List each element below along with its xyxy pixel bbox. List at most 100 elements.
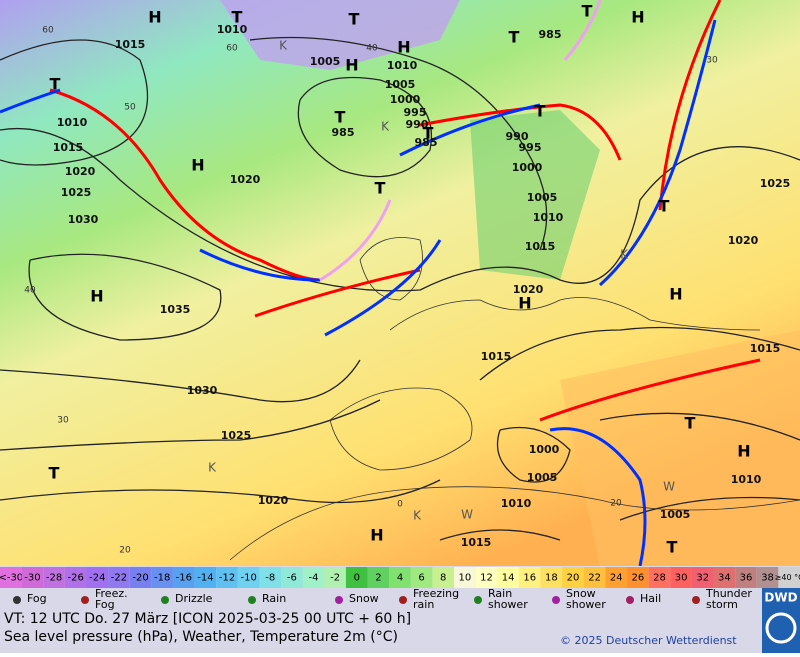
pressure-system: H [191,156,204,175]
pressure-system: H [397,38,410,57]
colorbar-cell [108,567,130,588]
temperature-label: 0 [397,500,403,510]
colorbar-label: -24 [89,573,105,584]
pressure-system: W [663,480,675,494]
legend-label: Freez. [95,587,128,600]
colorbar-cell [0,567,22,588]
pressure-label: 1020 [513,283,544,296]
pressure-system: H [631,8,644,27]
colorbar-label: 8 [440,573,446,584]
valid-time: VT: 12 UTC Do. 27 März [ICON 2025-03-25 … [4,611,411,627]
colorbar-cell [778,567,800,588]
colorbar-label: -4 [309,573,319,584]
temperature-label: 50 [124,103,136,113]
pressure-label: 1010 [731,473,762,486]
colorbar-cell [605,567,628,588]
legend-label: Snow [566,587,596,600]
pressure-label: 1010 [217,23,248,36]
pressure-label: 1025 [760,177,791,190]
warm-front [49,88,321,282]
pressure-system: H [518,294,531,313]
colorbar-label: -12 [219,573,235,584]
colorbar-cell [410,567,433,588]
pressure-label: 1025 [221,429,252,442]
colorbar-label: 24 [610,573,623,584]
pressure-label: 1005 [527,471,558,484]
colorbar-cell [756,567,779,588]
warm-front [658,0,722,211]
colorbar-label: 28 [653,573,666,584]
pressure-label: 1010 [533,211,564,224]
legend-label: Freezing [413,587,459,600]
legend-label: Fog [95,598,115,611]
legend-label: Rain [262,592,286,605]
pressure-system: T [685,414,696,433]
legend-label: Snow [349,592,379,605]
colorbar-label: 26 [631,573,644,584]
colorbar-cell [21,567,44,588]
cold-front [598,19,717,287]
temperature-label: 20 [119,546,131,556]
legend-label: storm [706,598,738,611]
colorbar-label: 0 [354,573,360,584]
colorbar-cell [151,567,173,588]
colorbar-cell [475,567,498,588]
pressure-label: 995 [519,141,542,154]
pressure-system: K [413,509,422,523]
pressure-label: 985 [539,28,562,41]
pressure-label: 1015 [115,38,146,51]
pressure-label: 1030 [68,213,99,226]
colorbar-cell [735,567,757,588]
colorbar-label: 30 [675,573,688,584]
temperature-label: 40 [24,286,36,296]
legend-label: Thunder [705,587,752,600]
legend-icon [692,596,700,604]
pressure-system: T [667,538,678,557]
colorbar-label: -30 [24,573,40,584]
pressure-label: 1000 [529,443,560,456]
pressure-label: 1020 [65,165,96,178]
pressure-label: 990 [406,118,429,131]
pressure-label: 1015 [53,141,84,154]
colorbar-cell [432,567,455,588]
colorbar-label: 20 [567,573,580,584]
pressure-system: T [659,197,670,216]
pressure-label: 1010 [501,497,532,510]
colorbar-cell [540,567,563,588]
pressure-system: H [669,285,682,304]
colorbar-label: <-30 [0,573,23,584]
colorbar-cell [497,567,519,588]
colorbar-label: -20 [132,573,148,584]
cold-front [199,248,321,282]
pressure-system: K [208,461,217,475]
colorbar-label: 18 [545,573,558,584]
pressure-system: T [535,102,546,121]
legend-icon [248,596,256,604]
pressure-system: T [423,124,434,143]
colorbar-cell [670,567,692,588]
colorbar-cell [454,567,476,588]
symbol-legend: Fog Freez.Fog Drizzle Rain Snow FreezingrainR… [13,587,752,611]
pressure-system: W [461,508,473,522]
colorbar-cell [518,567,541,588]
colorbar-label: 10 [458,573,471,584]
pressure-system: T [49,464,60,483]
colorbar-cell [713,567,736,588]
cold-front [324,239,442,337]
pressure-label: 1005 [527,191,558,204]
legend-icon [552,596,560,604]
colorbar-cell [194,567,217,588]
colorbar-cell [367,567,390,588]
pressure-system: T [582,2,593,21]
colorbar-cell [237,567,260,588]
legend-icon [13,596,21,604]
pressure-system: H [148,8,161,27]
legend-icon [399,596,407,604]
temperature-label: 40 [366,44,378,54]
colorbar-cell [691,567,714,588]
pressure-label: 1015 [750,342,781,355]
cold-front [0,88,61,114]
pressure-system: H [370,526,383,545]
colorbar-label: 32 [696,573,709,584]
